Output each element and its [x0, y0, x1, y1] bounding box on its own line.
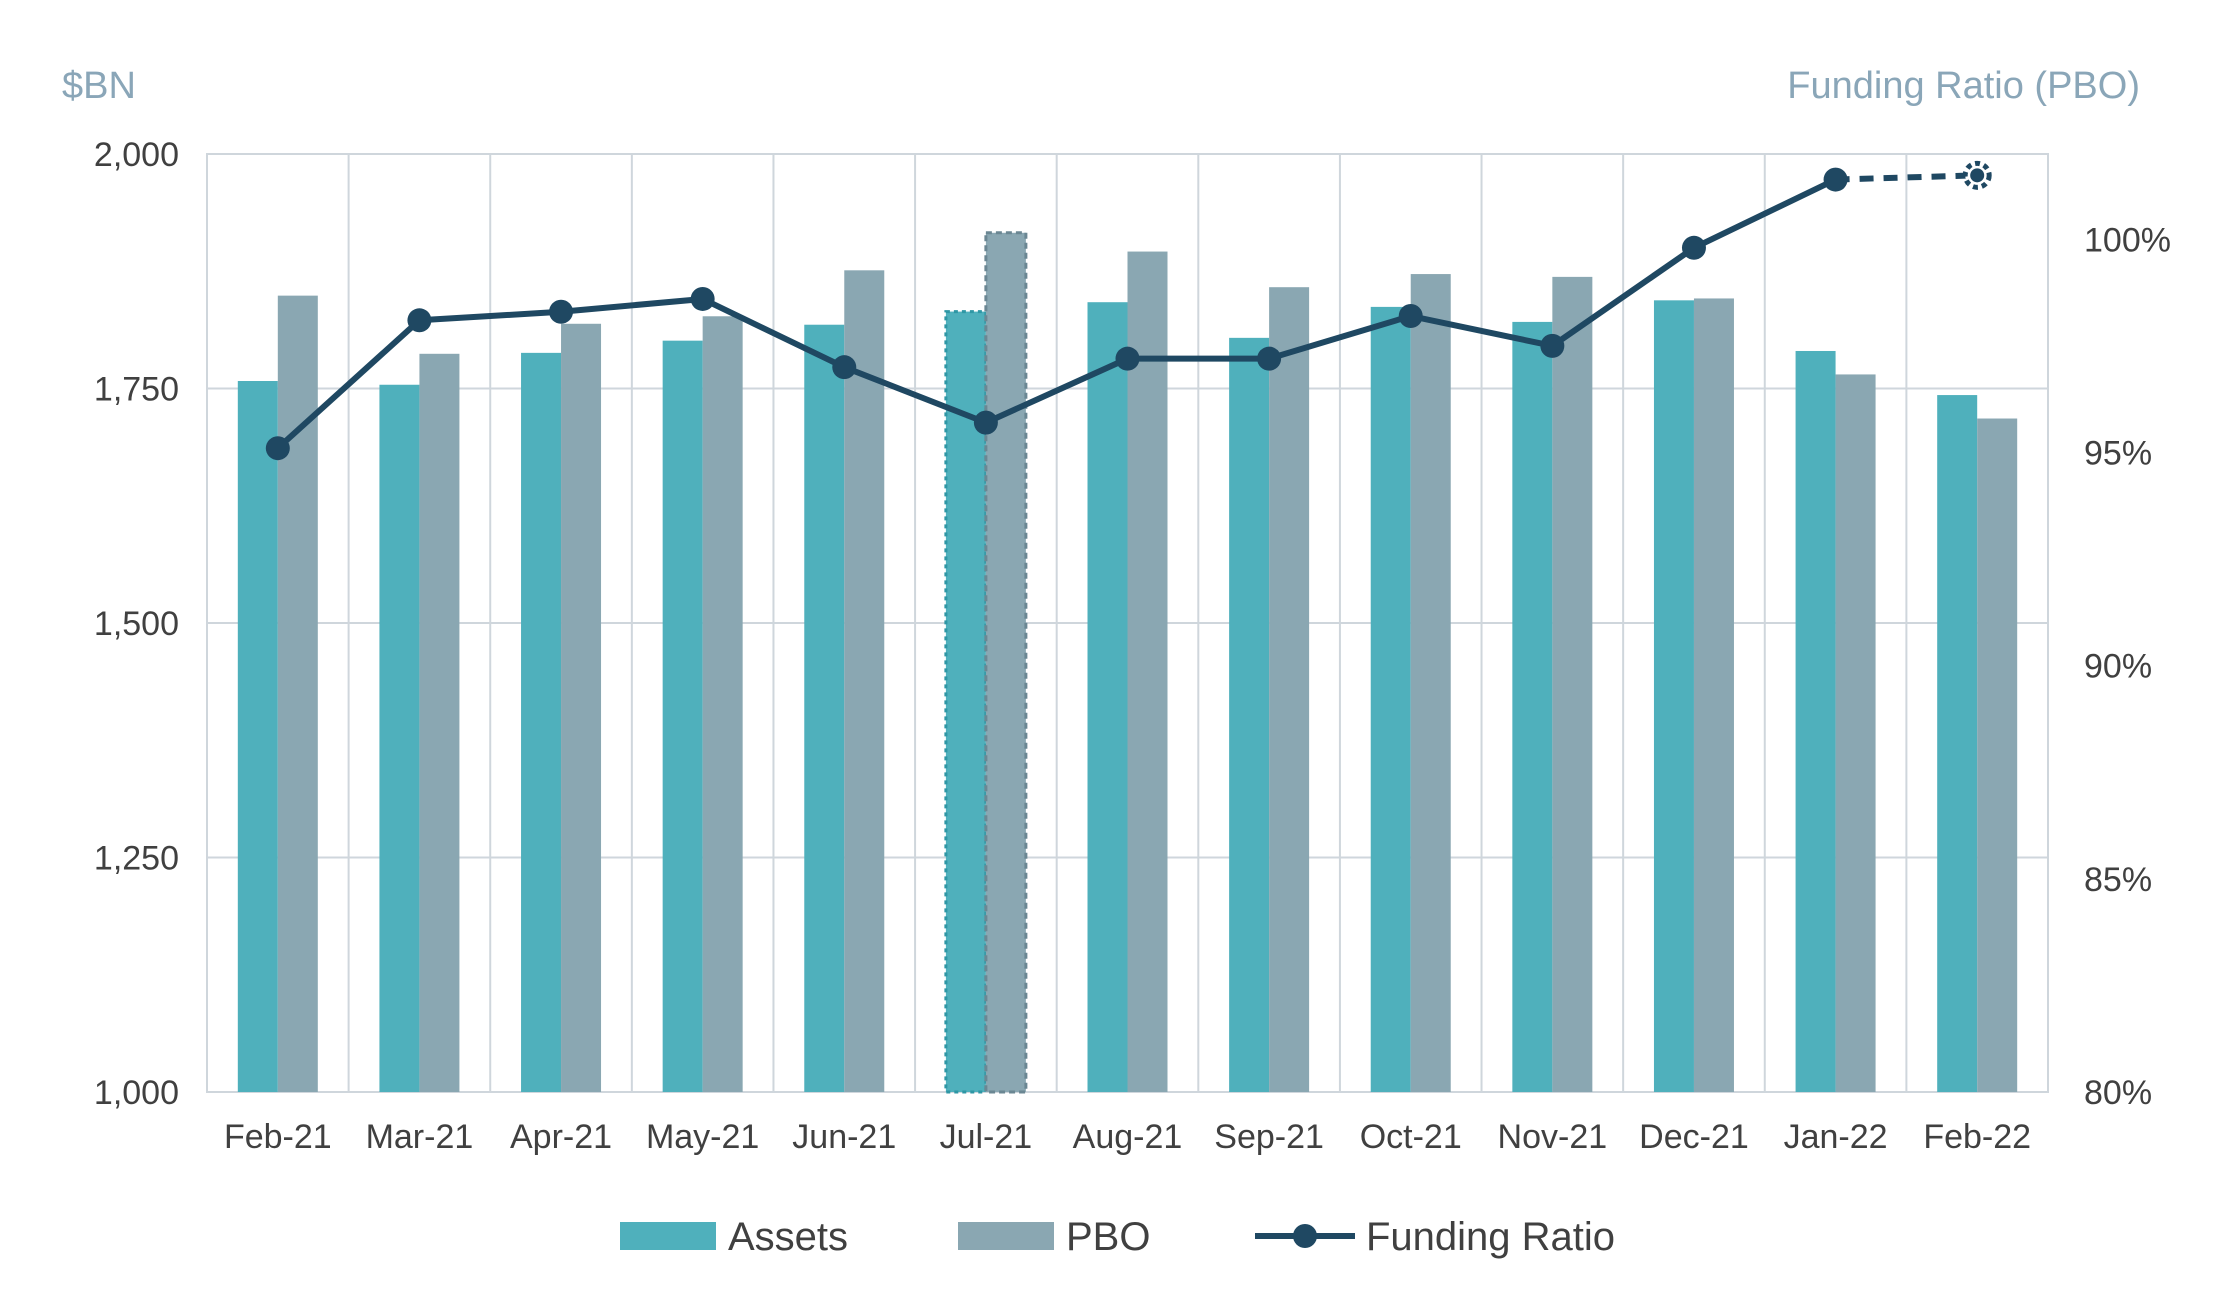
right-axis-title: Funding Ratio (PBO): [1787, 65, 2140, 107]
funding-ratio-point: [973, 410, 998, 435]
bar-pbo: [844, 270, 885, 1092]
right-tick-label: 100%: [2084, 221, 2171, 259]
right-tick-label: 95%: [2084, 434, 2152, 472]
gridlines: [206, 153, 2049, 1093]
legend: Assets PBO Funding Ratio: [620, 1215, 1615, 1259]
x-tick-label: Jun-21: [792, 1118, 896, 1156]
right-tick-label: 80%: [2084, 1074, 2152, 1112]
right-tick-label: 90%: [2084, 648, 2152, 686]
x-tick-label: Aug-21: [1073, 1118, 1183, 1156]
bar-pbo: [419, 353, 460, 1092]
legend-label-assets: Assets: [728, 1215, 848, 1259]
bar-assets: [944, 310, 988, 1094]
funding-ratio-point: [549, 299, 574, 324]
bar-pbo: [984, 231, 1028, 1094]
bar-assets: [1937, 395, 1978, 1092]
funding-ratio-point: [832, 355, 857, 380]
legend-swatch-assets: [620, 1222, 716, 1250]
bar-assets: [1087, 302, 1128, 1093]
left-tick-label: 1,250: [94, 840, 179, 878]
left-tick-label: 2,000: [94, 136, 179, 174]
right-tick-label: 85%: [2084, 861, 2152, 899]
x-tick-label: Feb-21: [224, 1118, 332, 1156]
x-tick-label: Apr-21: [510, 1118, 612, 1156]
funding-ratio-point: [265, 436, 290, 461]
bar-assets: [237, 380, 278, 1093]
bar-pbo: [1269, 287, 1310, 1092]
legend-label-funding-ratio: Funding Ratio: [1366, 1215, 1615, 1259]
x-tick-label: Nov-21: [1498, 1118, 1608, 1156]
funding-ratio-point: [1257, 346, 1282, 371]
legend-label-pbo: PBO: [1066, 1215, 1150, 1259]
funding-ratio-point: [407, 308, 432, 333]
funding-ratio-point: [690, 286, 715, 311]
bar-assets: [804, 324, 845, 1092]
x-tick-label: Sep-21: [1214, 1118, 1324, 1156]
left-axis-title: $BN: [62, 65, 136, 107]
bar-pbo: [1835, 374, 1876, 1092]
bar-assets: [1229, 337, 1270, 1092]
x-tick-label: Oct-21: [1360, 1118, 1462, 1156]
funding-ratio-point: [1115, 346, 1140, 371]
bar-assets: [521, 352, 562, 1093]
funding-ratio-line-solid: [275, 176, 1837, 451]
x-tick-label: May-21: [646, 1118, 759, 1156]
x-tick-label: Dec-21: [1639, 1118, 1749, 1156]
bar-pbo: [702, 316, 743, 1092]
legend-swatch-pbo: [958, 1222, 1054, 1250]
bar-pbo: [1977, 418, 2018, 1092]
bar-assets: [662, 340, 703, 1092]
bar-assets: [1370, 306, 1411, 1092]
funding-ratio-line: [265, 160, 1992, 461]
legend-marker-funding-ratio: [1293, 1224, 1317, 1248]
funding-ratio-point: [1398, 304, 1423, 329]
left-tick-label: 1,750: [94, 371, 179, 409]
bar-pbo: [1693, 298, 1734, 1092]
bar-pbo: [561, 323, 602, 1092]
funding-ratio-point-core: [1970, 168, 1985, 183]
bar-assets: [1512, 321, 1553, 1093]
bar-assets: [1795, 350, 1836, 1093]
left-tick-label: 1,500: [94, 605, 179, 643]
bar-pbo: [1552, 276, 1593, 1092]
x-tick-label: Jul-21: [940, 1118, 1033, 1156]
funding-ratio-point: [1823, 167, 1848, 192]
bar-pbo: [1127, 251, 1168, 1092]
bar-assets: [379, 384, 420, 1092]
bars: [237, 231, 2018, 1094]
x-tick-label: Jan-22: [1784, 1118, 1888, 1156]
left-tick-label: 1,000: [94, 1074, 179, 1112]
bar-assets: [1653, 300, 1694, 1092]
funding-ratio-point: [1540, 333, 1565, 358]
bar-pbo: [1410, 274, 1451, 1093]
funding-ratio-point: [1681, 235, 1706, 260]
axes: 1,000 1,250 1,500 1,750 2,000 80% 85% 90% 95% 100…: [94, 136, 2171, 1156]
x-tick-label: Feb-22: [1923, 1118, 2031, 1156]
x-tick-label: Mar-21: [366, 1118, 474, 1156]
